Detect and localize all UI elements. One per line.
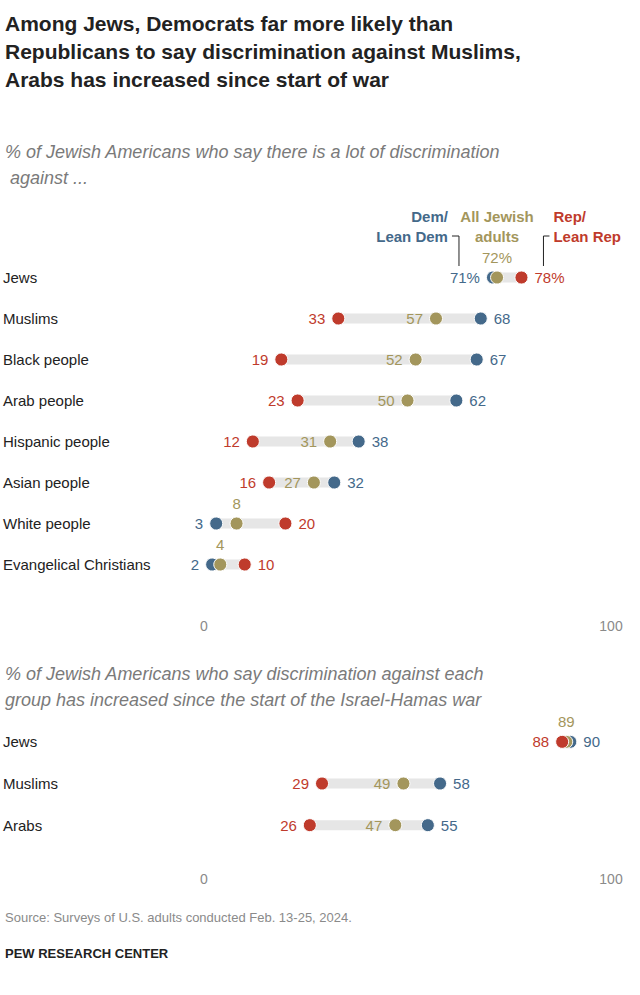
svg-text:90: 90 <box>583 733 600 750</box>
svg-text:52: 52 <box>386 351 403 368</box>
svg-text:57: 57 <box>406 310 423 327</box>
svg-text:78%: 78% <box>534 269 564 286</box>
svg-text:8: 8 <box>232 495 240 512</box>
svg-text:Asian people: Asian people <box>3 474 90 491</box>
svg-text:Lean Rep: Lean Rep <box>553 228 621 245</box>
svg-text:67: 67 <box>490 351 507 368</box>
svg-text:10: 10 <box>258 556 275 573</box>
svg-text:adults: adults <box>475 228 519 245</box>
svg-text:Dem/: Dem/ <box>411 208 449 225</box>
svg-text:12: 12 <box>223 433 240 450</box>
svg-text:27: 27 <box>284 474 301 491</box>
svg-text:4: 4 <box>216 536 224 553</box>
svg-text:Muslims: Muslims <box>3 775 58 792</box>
svg-text:88: 88 <box>532 733 549 750</box>
svg-text:100: 100 <box>599 618 623 634</box>
svg-text:68: 68 <box>494 310 511 327</box>
svg-text:100: 100 <box>599 871 623 887</box>
svg-text:Jews: Jews <box>3 269 37 286</box>
svg-text:All Jewish: All Jewish <box>460 208 533 225</box>
svg-text:Lean Dem: Lean Dem <box>376 228 448 245</box>
svg-text:89: 89 <box>558 713 575 730</box>
svg-text:Black people: Black people <box>3 351 89 368</box>
svg-text:58: 58 <box>453 775 470 792</box>
svg-text:% of Jewish Americans who say: % of Jewish Americans who say discrimina… <box>5 664 489 684</box>
svg-text:against ...: against ... <box>5 168 88 188</box>
svg-text:16: 16 <box>239 474 256 491</box>
svg-text:% of Jewish Americans who say: % of Jewish Americans who say there is a… <box>5 142 500 162</box>
svg-text:Source: Surveys of U.S. adults: Source: Surveys of U.S. adults conducted… <box>5 910 352 925</box>
svg-text:0: 0 <box>200 871 208 887</box>
svg-text:72%: 72% <box>482 249 512 266</box>
svg-text:Rep/: Rep/ <box>553 208 586 225</box>
svg-text:32: 32 <box>347 474 364 491</box>
svg-text:49: 49 <box>374 775 391 792</box>
svg-text:47: 47 <box>366 817 383 834</box>
svg-text:2: 2 <box>191 556 199 573</box>
svg-text:31: 31 <box>300 433 317 450</box>
svg-text:26: 26 <box>280 817 297 834</box>
svg-text:29: 29 <box>292 775 309 792</box>
svg-text:19: 19 <box>252 351 269 368</box>
svg-text:23: 23 <box>268 392 285 409</box>
svg-text:group has increased since the: group has increased since the start of t… <box>5 690 482 710</box>
svg-text:Arabs has increased since star: Arabs has increased since start of war <box>5 68 389 91</box>
svg-text:62: 62 <box>469 392 486 409</box>
svg-text:Evangelical Christians: Evangelical Christians <box>3 556 151 573</box>
svg-text:33: 33 <box>309 310 326 327</box>
svg-text:38: 38 <box>372 433 389 450</box>
svg-text:0: 0 <box>200 618 208 634</box>
svg-text:PEW RESEARCH CENTER: PEW RESEARCH CENTER <box>5 946 169 961</box>
svg-text:Arabs: Arabs <box>3 817 42 834</box>
svg-text:71%: 71% <box>450 269 480 286</box>
svg-text:Jews: Jews <box>3 733 37 750</box>
svg-text:Among Jews, Democrats far more: Among Jews, Democrats far more likely th… <box>5 12 459 35</box>
svg-text:Arab people: Arab people <box>3 392 84 409</box>
svg-text:50: 50 <box>378 392 395 409</box>
svg-text:Republicans to say discriminat: Republicans to say discrimination agains… <box>5 40 527 63</box>
svg-text:20: 20 <box>298 515 315 532</box>
svg-text:Muslims: Muslims <box>3 310 58 327</box>
svg-text:Hispanic people: Hispanic people <box>3 433 110 450</box>
svg-text:White people: White people <box>3 515 91 532</box>
svg-text:3: 3 <box>195 515 203 532</box>
svg-text:55: 55 <box>441 817 458 834</box>
